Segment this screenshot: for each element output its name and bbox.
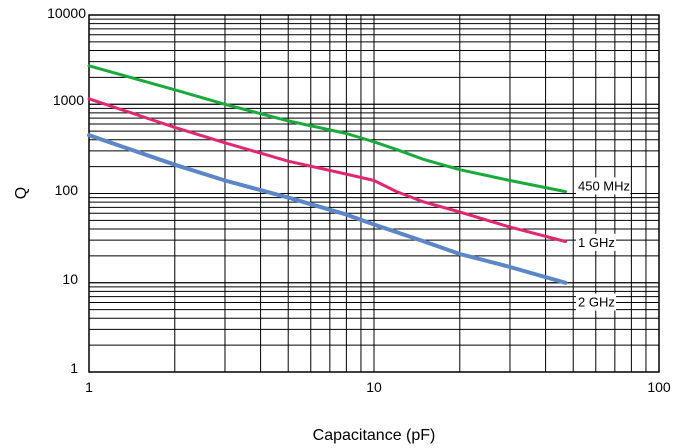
series-label-bg: [576, 233, 616, 251]
y-axis-ticks: 1 10 100 1000 10000: [47, 5, 86, 376]
x-axis-ticks: 1 10 100: [85, 379, 671, 395]
y-tick-label: 100: [55, 182, 79, 198]
y-axis-title: Q: [13, 187, 30, 199]
x-tick-label: 10: [366, 379, 382, 395]
y-tick-label: 10: [62, 271, 78, 287]
series-label-bg: [576, 293, 616, 311]
series-label-bg: [576, 177, 631, 195]
series-label: 1 GHz: [578, 235, 615, 250]
y-tick-label: 1: [70, 360, 78, 376]
plot-frame: [88, 14, 660, 373]
grid-lines: [88, 14, 660, 373]
series-lines: [87, 64, 568, 285]
series-label: 2 GHz: [578, 295, 615, 310]
series-label: 450 MHz: [578, 178, 630, 193]
y-tick-label: 1000: [53, 92, 84, 108]
series-labels: 450 MHz 1 GHz 2 GHz: [576, 177, 631, 311]
series-line: [87, 133, 568, 285]
series-line: [87, 64, 567, 194]
x-tick-label: 1: [85, 379, 93, 395]
series-line: [87, 97, 567, 243]
x-tick-label: 100: [647, 379, 671, 395]
y-tick-label: 10000: [47, 5, 86, 21]
x-axis-title: Capacitance (pF): [313, 427, 436, 444]
